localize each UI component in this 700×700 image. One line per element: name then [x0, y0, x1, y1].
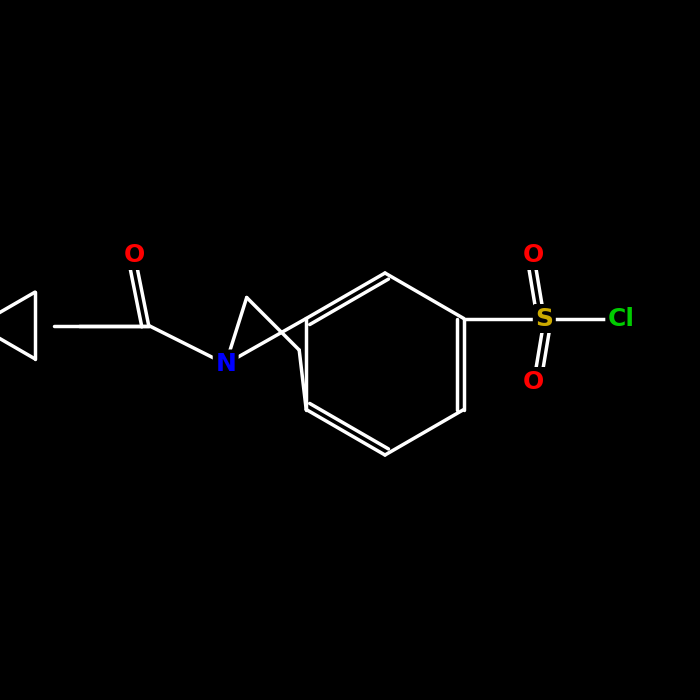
Text: N: N	[216, 352, 236, 376]
Text: Cl: Cl	[608, 307, 635, 330]
Text: O: O	[124, 244, 146, 267]
Text: O: O	[523, 370, 545, 393]
Text: S: S	[536, 307, 553, 330]
Text: O: O	[523, 244, 545, 267]
